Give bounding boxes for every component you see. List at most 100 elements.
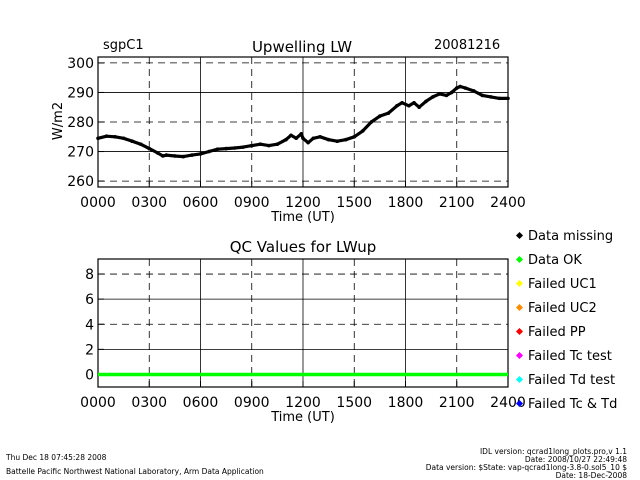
x-tick-labels: 0000 0300 0600 0900 1200 1500 1800 2100 2400 [80, 381, 526, 411]
date-label: 20081216 [434, 38, 500, 53]
data-point [326, 137, 331, 142]
x-tick-label: 0600 [183, 195, 219, 211]
y-tick-label: 300 [67, 56, 94, 72]
data-point [458, 84, 462, 89]
data-point [121, 136, 126, 141]
x-tick-label: 1500 [336, 195, 372, 211]
data-point [318, 134, 322, 139]
data-point [444, 93, 449, 98]
data-point [267, 143, 271, 148]
data-point [173, 154, 177, 158]
legend-swatch [515, 231, 524, 240]
data-point [431, 95, 435, 99]
legend-label: Failed Tc test [528, 349, 612, 364]
x-tick-label: 0000 [80, 395, 116, 411]
data-point [369, 120, 374, 124]
y-tick-label: 4 [85, 317, 94, 333]
footer-data-version: Data version: $State: vap-qcrad1long-3.8… [426, 463, 628, 472]
data-point [241, 145, 246, 149]
data-point [417, 105, 421, 110]
x-tick-label: 1800 [388, 395, 424, 411]
legend-swatch [515, 351, 524, 360]
data-point [335, 139, 339, 144]
data-point [395, 103, 399, 108]
legend-label: Data OK [528, 253, 582, 268]
x-tick-label: 0900 [234, 395, 270, 411]
legend-label: Failed PP [528, 325, 586, 340]
data-point [311, 136, 316, 141]
footer-lab: Battelle Pacific Northwest National Labo… [6, 467, 264, 476]
footer-idl-version: IDL version: qcrad1long_plots.pro,v 1.1 [480, 447, 627, 456]
data-point [284, 137, 288, 142]
y-tick-label: 260 [67, 174, 94, 190]
data-point [352, 134, 357, 139]
data-point [155, 151, 160, 155]
data-point [412, 100, 416, 105]
x-tick-label: 1200 [285, 195, 321, 211]
upwelling-lw-panel: Upwelling LW 260 270 280 290 300 0000 0300 060… [51, 38, 526, 225]
x-tick-label: 0300 [131, 195, 167, 211]
y-axis-label: W/m2 [51, 102, 66, 140]
data-point [207, 149, 211, 154]
legend-swatch [515, 303, 524, 312]
data-point [138, 142, 143, 146]
x-tick-label: 0000 [80, 195, 116, 211]
data-point [289, 133, 293, 138]
y-tick-labels: 0 2 4 6 8 [85, 267, 104, 383]
y-tick-label: 0 [85, 367, 94, 383]
data-point [306, 140, 310, 145]
grid-lines [98, 259, 508, 387]
site-label: sgpC1 [103, 38, 144, 53]
y-tick-label: 2 [85, 342, 94, 358]
footer-timestamp: Thu Dec 18 07:45:28 2008 [5, 453, 107, 462]
data-point [130, 139, 134, 144]
data-point [181, 154, 186, 159]
x-tick-label: 2400 [490, 395, 526, 411]
series-marks [96, 84, 510, 159]
x-tick-label: 1200 [285, 395, 321, 411]
legend-label: Failed Td test [528, 373, 615, 388]
legend: Data missing Data OK Failed UC1 Failed UC2 F… [515, 229, 617, 412]
x-tick-label: 2400 [490, 195, 526, 211]
footer-data-date: Date: 18-Dec-2008 [556, 471, 628, 480]
data-point [489, 95, 493, 99]
data-point [294, 136, 298, 141]
data-point [449, 90, 454, 95]
y-tick-label: 8 [85, 267, 94, 283]
x-tick-label: 0900 [234, 195, 270, 211]
data-point [343, 137, 348, 142]
legend-swatch [515, 279, 524, 288]
data-point [424, 99, 428, 104]
data-point [232, 146, 237, 150]
footer-idl-date: Date: 2008/10/27 22:49:48 [525, 455, 627, 464]
data-point [190, 153, 194, 157]
legend-label: Failed UC1 [528, 277, 597, 292]
y-tick-label: 270 [67, 145, 94, 161]
data-point [198, 152, 203, 156]
y-tick-label: 280 [67, 115, 94, 131]
x-tick-label: 0300 [131, 395, 167, 411]
data-point [454, 86, 459, 90]
data-point [249, 143, 254, 148]
legend-swatch [515, 399, 524, 408]
data-point [472, 89, 476, 93]
y-tick-label: 290 [67, 85, 94, 101]
x-tick-label: 2100 [439, 195, 475, 211]
chart-title: Upwelling LW [252, 38, 352, 56]
data-point [400, 100, 404, 105]
x-tick-labels: 0000 0300 0600 0900 1200 1500 1800 2100 2400 [80, 181, 526, 211]
data-point [407, 103, 411, 108]
grid-lines [98, 57, 508, 187]
legend-label: Data missing [528, 229, 613, 244]
data-point [161, 154, 165, 158]
qc-values-panel: QC Values for LWup 0 2 4 6 8 0000 0300 0600 090… [80, 238, 526, 425]
data-point [301, 136, 305, 141]
x-axis-label: Time (UT) [270, 210, 335, 225]
data-point [378, 114, 382, 118]
y-tick-label: 6 [85, 292, 94, 308]
data-point [147, 146, 152, 151]
data-point [506, 96, 510, 101]
data-point [113, 134, 117, 139]
data-point [360, 129, 365, 133]
